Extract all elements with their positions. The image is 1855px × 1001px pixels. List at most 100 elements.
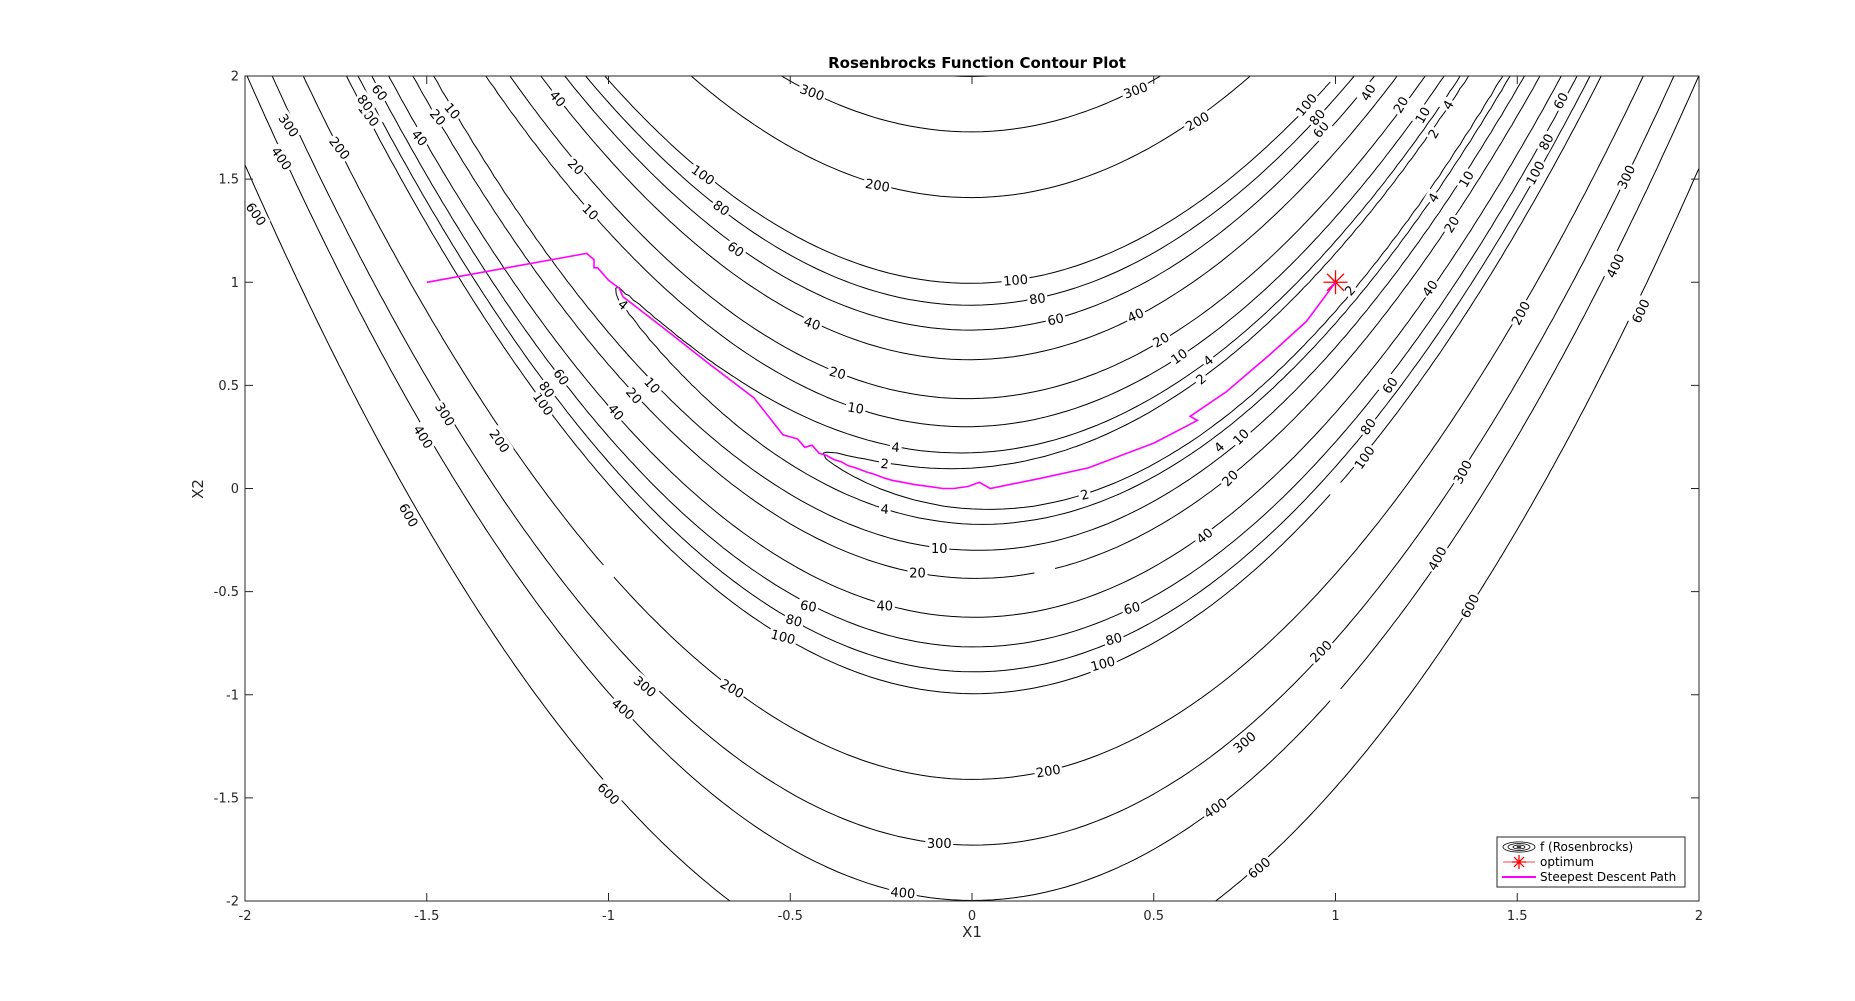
legend-contour-icon (1507, 843, 1531, 851)
contour-label-bg (1033, 760, 1064, 781)
contour-label-bg (1417, 275, 1442, 301)
contour-label-text: 10 (1457, 169, 1478, 191)
contour-label-text: 200 (1035, 763, 1062, 782)
contour-label-bg (888, 883, 918, 901)
contour-label-text: 40 (1125, 306, 1146, 327)
contour-label: 4 (889, 438, 903, 456)
legend-label: optimum (1540, 855, 1594, 869)
x-tick-label: -1 (602, 909, 615, 924)
contour-label-text: 2 (880, 457, 890, 473)
contour-label: 100 (1291, 89, 1321, 121)
contour-label-text: 60 (799, 598, 818, 616)
contour-label-bg (1191, 369, 1211, 389)
contour-label-bg (1217, 465, 1243, 491)
contour-label-text: 4 (880, 502, 890, 518)
y-tick-label: -1 (226, 688, 239, 703)
contour-label-text: 100 (1003, 273, 1029, 290)
contour-label: 600 (242, 198, 271, 230)
contour-level-400 (246, 75, 1700, 901)
contour-label-bg (826, 362, 850, 383)
contour-label-text: 10 (931, 542, 948, 557)
x-tick-label: 1.5 (1507, 909, 1528, 924)
contour-label-text: 20 (1391, 94, 1412, 116)
contour-label-bg (1410, 102, 1434, 128)
x-tick-label: -0.5 (778, 909, 803, 924)
contour-label: 20 (1388, 92, 1412, 118)
contour-label-bg (767, 625, 799, 648)
contour-label-bg (1423, 188, 1443, 207)
contour-label-bg (431, 398, 460, 430)
contour-label-bg (1228, 727, 1260, 757)
contour-label: 40 (1123, 303, 1148, 327)
contour-label-bg (1305, 635, 1336, 667)
contour-label-bg (1243, 852, 1275, 883)
contour-label-bg (1308, 116, 1333, 142)
contour-label-bg (267, 142, 296, 174)
contour-label: 4 (1423, 188, 1443, 207)
contour-label-bg (1209, 437, 1229, 457)
contour-label-bg (716, 674, 749, 702)
contour-label-bg (1627, 295, 1654, 327)
legend-label: f (Rosenbrocks) (1540, 840, 1633, 854)
contour-label: 40 (874, 598, 895, 615)
contour-level-20 (412, 75, 1541, 579)
contour-label-bg (545, 85, 571, 111)
contour-label-text: 60 (1122, 600, 1142, 619)
contour-label-bg (1507, 297, 1534, 329)
contour-label-bg (485, 425, 514, 457)
contour-label-bg (1423, 542, 1451, 575)
contour-label-text: 2 (1079, 487, 1091, 504)
contour-label: 20 (1148, 328, 1174, 352)
contour-label-bg (782, 610, 806, 630)
contour-label-text: 100 (769, 628, 797, 649)
contour-label-bg (353, 89, 378, 115)
contour-level-4 (615, 75, 1511, 525)
contour-label: 2 (1423, 124, 1443, 143)
axes-background (245, 76, 1699, 901)
contour-label-bg (395, 499, 423, 531)
contour-label: 60 (1044, 309, 1067, 329)
contour-label-bg (1026, 289, 1049, 308)
contour-label-bg (1076, 485, 1093, 504)
contour-label-text: 100 (1089, 654, 1117, 675)
contour-label-bg (874, 598, 895, 614)
contour-label-bg (1199, 793, 1231, 822)
optimum-marker (1323, 270, 1348, 295)
x-tick-label: -2 (239, 909, 252, 924)
contour-label-text: 300 (927, 837, 952, 852)
contour-label-text: 10 (846, 400, 865, 418)
contour-label-bg (1449, 455, 1476, 488)
contour-label: 400 (1199, 793, 1231, 822)
contour-label-bg (407, 125, 433, 151)
contour-label: 2 (878, 455, 892, 473)
contour-label-bg (1228, 424, 1254, 449)
contour-label-bg (563, 154, 589, 179)
contour-label-bg (878, 455, 892, 472)
contour-label-bg (640, 372, 665, 398)
contour-label-text: 20 (1151, 330, 1173, 351)
contour-label-bg (1181, 107, 1214, 135)
contour-label: 10 (929, 540, 950, 557)
contour-label-bg (1148, 328, 1174, 352)
x-tick-label: 0 (968, 909, 976, 924)
legend-item: f (Rosenbrocks) (1502, 840, 1633, 854)
contour-label-bg (929, 540, 950, 556)
contour-label: 100 (1000, 271, 1031, 290)
contour-label-bg (1291, 89, 1321, 121)
y-tick-label: -0.5 (214, 585, 239, 600)
contour-label-text: 40 (877, 600, 894, 615)
contour-label-bg (409, 420, 438, 453)
contour-label: 200 (1033, 760, 1064, 782)
contour-lines (244, 75, 1700, 902)
legend-item: Steepest Descent Path (1502, 870, 1676, 884)
contour-label: 200 (862, 174, 893, 196)
contour-label-bg (1198, 350, 1218, 370)
contour-label-text: 10 (1413, 105, 1434, 127)
x-tick-label: -1.5 (414, 909, 439, 924)
contour-label-bg (708, 195, 734, 220)
contour-label-bg (723, 237, 749, 261)
contour-label-bg (797, 596, 820, 615)
contour-label-bg (1388, 92, 1412, 118)
